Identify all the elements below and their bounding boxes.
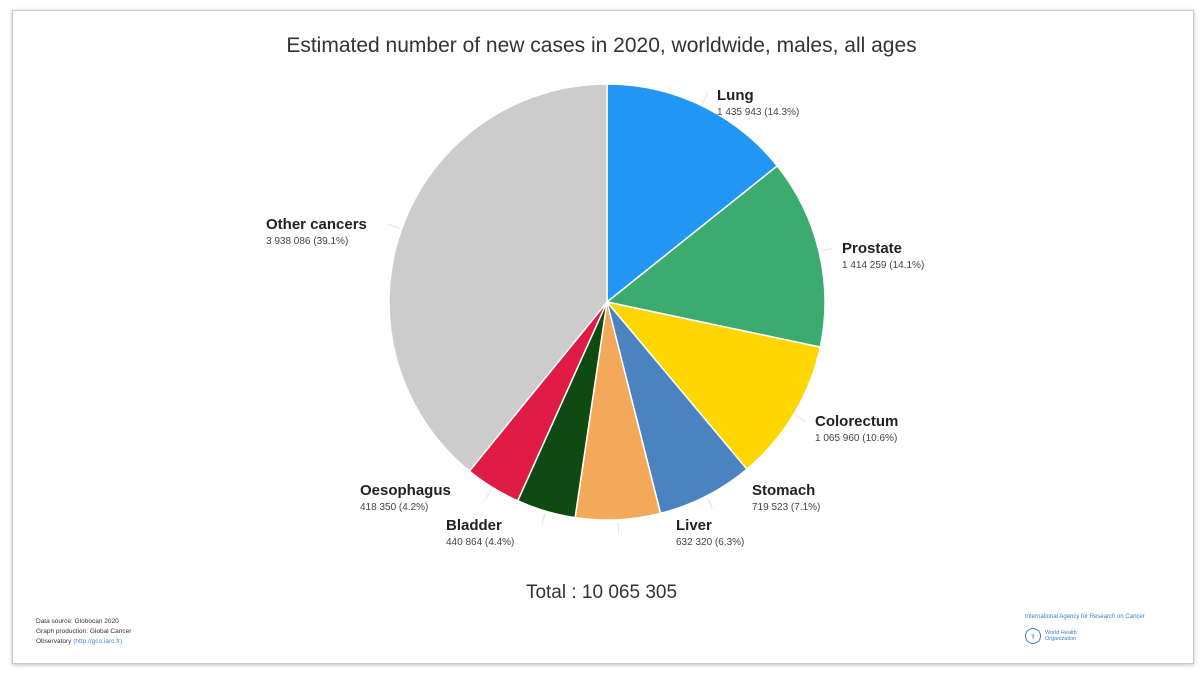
source-line-2: Graph production: Global Cancer [36,628,132,635]
slice-value-stomach: 719 523 (7.1%) [752,502,820,513]
source-line-1: Data source: Globocan 2020 [36,618,119,625]
slice-value-bladder: 440 864 (4.4%) [446,537,514,548]
slice-value-colorectum: 1 065 960 (10.6%) [815,433,897,444]
who-label: World Health Organization [1045,630,1077,642]
chart-title: Estimated number of new cases in 2020, w… [286,34,917,57]
who-block: ⚕ World Health Organization [1025,628,1175,644]
slice-label-bladder: Bladder [446,517,502,534]
pie-slice-colorectum [605,300,822,471]
slice-label-other-cancers: Other cancers [266,216,367,233]
slice-label-prostate: Prostate [842,240,902,257]
slice-label-oesophagus: Oesophagus [360,482,451,499]
label-connector-liver [617,521,620,534]
slice-value-other-cancers: 3 938 086 (39.1%) [266,236,348,247]
label-connector-other-cancers [388,223,400,229]
slice-value-oesophagus: 418 350 (4.2%) [360,502,428,513]
source-line-3-text: Observatory [36,638,72,645]
slice-value-prostate: 1 414 259 (14.1%) [842,260,924,271]
data-source-credits: Data source: Globocan 2020 Graph product… [36,617,131,647]
slice-value-lung: 1 435 943 (14.3%) [717,107,799,118]
label-connector-prostate [820,247,833,252]
source-line-3: Observatory (http://gco.iarc.fr) [36,637,131,647]
organization-logos: International Agency for Research on Can… [1025,614,1175,644]
source-link[interactable]: (http://gco.iarc.fr) [73,638,123,645]
slice-label-liver: Liver [676,517,712,534]
total-label: Total : 10 065 305 [525,582,678,603]
label-connector-colorectum [795,414,807,422]
label-connector-stomach [706,497,714,509]
label-connector-bladder [541,513,546,525]
label-connector-lung [701,92,708,104]
slice-label-stomach: Stomach [752,482,815,499]
slice-value-liver: 632 320 (6.3%) [676,537,744,548]
label-connector-oesophagus [484,488,492,500]
slice-label-lung: Lung [717,87,754,104]
iarc-label: International Agency for Research on Can… [1025,614,1145,620]
pie-slice-other-cancers [388,83,608,473]
who-logo-icon: ⚕ [1025,628,1041,644]
pie-slice-prostate [605,164,826,348]
pie-slice-lung [606,83,779,304]
slice-label-colorectum: Colorectum [815,413,898,430]
